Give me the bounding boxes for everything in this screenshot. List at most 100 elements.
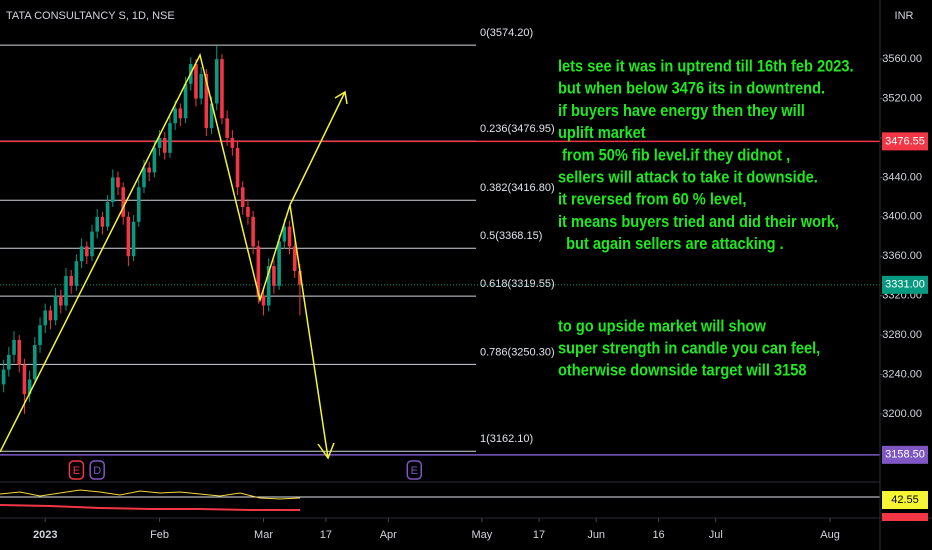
candle-body — [27, 379, 32, 395]
candle-body — [7, 354, 11, 370]
candle-body — [235, 147, 240, 188]
annotation-group: lets see it was in uptrend till 16th feb… — [558, 58, 854, 380]
price-badge — [882, 445, 928, 464]
candle-body — [142, 167, 146, 188]
candle-body — [220, 59, 224, 119]
candle-body — [33, 344, 37, 380]
annotation: lets see it was in uptrend till 16th feb… — [558, 58, 854, 76]
fib-label: 0.236(3476.95) — [480, 123, 555, 135]
y-tick-label: 3280.00 — [882, 329, 922, 341]
candle-body — [121, 187, 125, 217]
price-label: 3476.55 — [885, 135, 925, 147]
event-label: D — [93, 465, 101, 477]
candle-body — [131, 221, 136, 257]
y-tick-label: 3360.00 — [882, 250, 922, 262]
fib-label: 0.618(3319.55) — [480, 278, 555, 290]
annotation: it reversed from 60 % level, — [558, 191, 746, 209]
candle-body — [282, 226, 287, 242]
price-badge — [882, 275, 928, 294]
y-tick-label: 3200.00 — [882, 408, 922, 420]
candle-body — [48, 310, 53, 321]
candle-body — [64, 275, 68, 306]
candle-body — [53, 295, 58, 321]
annotation: sellers will attack to take it downside. — [558, 169, 818, 187]
candle-body — [230, 137, 235, 148]
annotation: from 50% fib level.if they didnot , — [558, 146, 790, 164]
candle-body — [12, 340, 16, 355]
x-tick-label: May — [471, 529, 492, 541]
candle-body — [251, 216, 255, 247]
candle-body — [168, 123, 172, 153]
drawing-arrowhead — [317, 442, 335, 460]
event-badge — [406, 460, 423, 480]
indicator-badge-cut — [882, 513, 928, 521]
event-badge — [68, 460, 85, 480]
candle-body — [69, 275, 74, 286]
y-tick-label: 3520.00 — [882, 92, 922, 104]
candle-body — [287, 226, 292, 247]
candle-body — [59, 295, 63, 306]
candle-body — [136, 187, 141, 222]
price-label: 3331.00 — [885, 279, 925, 291]
fib-label: 0.382(3416.80) — [480, 182, 555, 194]
fib-label: 1(3162.10) — [480, 433, 533, 445]
x-tick-label: 17 — [533, 529, 545, 541]
annotation: otherwise downside target will 3158 — [558, 362, 807, 380]
fib-label: 0.786(3250.30) — [480, 346, 555, 358]
y-tick-label: 3240.00 — [882, 368, 922, 380]
candle-body — [214, 59, 219, 104]
price-badge — [882, 132, 928, 151]
candle-body — [79, 246, 84, 262]
x-tick-label: Feb — [150, 529, 169, 541]
candle-body — [266, 266, 271, 306]
event-label: E — [411, 465, 418, 477]
candle-body — [183, 83, 188, 119]
price-label: 3158.50 — [885, 449, 925, 461]
candle-body — [162, 137, 167, 153]
candle-body — [292, 246, 297, 272]
oscillator-signal — [0, 504, 300, 511]
y-tick-label: 3560.00 — [882, 53, 922, 65]
candle-body — [85, 246, 89, 257]
annotation: super strength in candle you can feel, — [558, 340, 820, 358]
candle-body — [173, 108, 177, 124]
candle-body — [1, 369, 6, 385]
candle-body — [204, 73, 209, 129]
currency: INR — [895, 10, 914, 22]
candle-body — [209, 103, 214, 129]
candle-body — [100, 216, 105, 227]
candle-body — [116, 177, 120, 188]
candle-body — [225, 118, 229, 138]
candle-body — [194, 64, 198, 99]
candle-body — [298, 271, 302, 285]
annotation: but again sellers are attacking . — [558, 235, 784, 253]
chart-title: TATA CONSULTANCY S, 1D, NSE — [6, 10, 175, 22]
x-tick-label: Apr — [380, 529, 397, 541]
candle-body — [157, 137, 162, 148]
candle-body — [90, 231, 94, 257]
candle-body — [95, 216, 100, 232]
candle-body — [199, 73, 203, 99]
event-label: E — [73, 465, 80, 477]
drawing-arrow — [289, 91, 346, 206]
candle-body — [256, 246, 261, 296]
y-tick-label: 3440.00 — [882, 171, 922, 183]
x-tick-label: Jun — [587, 529, 605, 541]
x-tick-label: 2023 — [33, 529, 57, 541]
candle-body — [126, 216, 131, 257]
candle-body — [147, 167, 151, 173]
candle-body — [110, 177, 115, 203]
y-tick-label: 3400.00 — [882, 211, 922, 223]
candle-body — [38, 325, 42, 345]
candle-body — [43, 310, 48, 326]
annotation: it means buyers tried and did their work… — [558, 213, 839, 231]
candle-body — [246, 206, 250, 217]
x-tick-label: Jul — [709, 529, 723, 541]
indicator-badge — [882, 491, 928, 509]
drawing-zigzag — [0, 52, 329, 459]
event-badge — [89, 460, 105, 480]
candle-body — [272, 266, 276, 286]
